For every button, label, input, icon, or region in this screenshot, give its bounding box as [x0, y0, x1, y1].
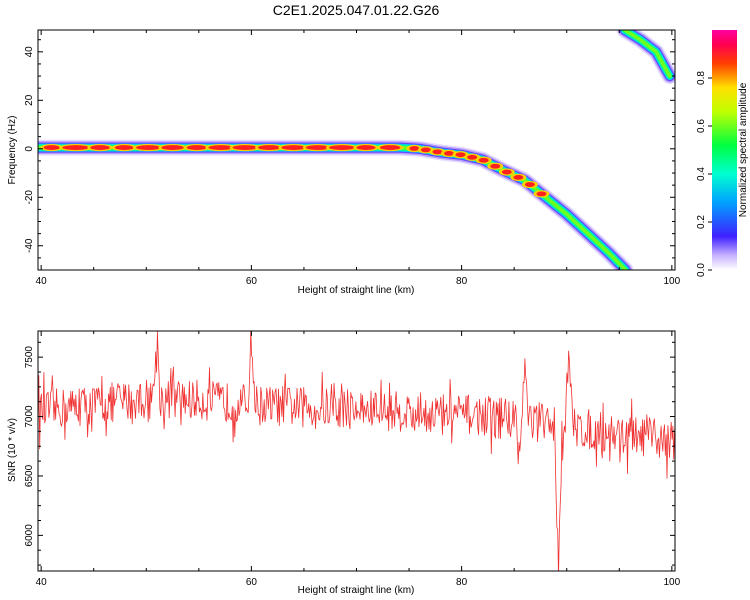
- spectrogram-peak: [478, 157, 489, 163]
- x-tick-label: 100: [664, 276, 681, 287]
- spectrogram-peak: [281, 145, 306, 150]
- spectrogram-peak: [90, 145, 110, 150]
- y-tick-label: 6500: [24, 464, 35, 487]
- spectrogram-peak: [257, 145, 281, 150]
- figure-title: C2E1.2025.047.01.22.G26: [273, 2, 440, 18]
- spectrogram-peak: [186, 145, 207, 150]
- snr-ylabel: SNR (10 * v/v): [7, 418, 18, 482]
- x-tick-label: 80: [456, 276, 468, 287]
- y-tick-label: 7000: [24, 405, 35, 428]
- spectrogram-peak: [467, 154, 478, 160]
- spectrogram-peak: [444, 150, 455, 156]
- x-tick-label: 40: [36, 577, 48, 588]
- x-tick-label: 100: [664, 577, 681, 588]
- y-tick-label: 20: [24, 94, 35, 106]
- spectrogram-ridge-band: [622, 30, 672, 78]
- spectrogram-xlabel: Height of straight line (km): [298, 285, 415, 296]
- spectrogram-peak: [513, 174, 524, 180]
- spectrogram-peak: [524, 182, 535, 187]
- spectrogram-peak: [208, 145, 234, 150]
- spectrogram-peak: [501, 169, 512, 175]
- snr-panel: 40 60 80 100 6000 6500 7000 7500 Height of stra…: [7, 330, 681, 596]
- y-tick-label: 40: [24, 46, 35, 58]
- spectrogram-peak: [420, 147, 431, 153]
- spectrogram-peak: [114, 145, 134, 150]
- spectrogram-peak: [409, 146, 420, 151]
- colorbar-tick-label: 0.4: [696, 167, 707, 181]
- snr-series-line: [38, 331, 675, 571]
- x-tick-label: 80: [456, 577, 468, 588]
- spectrogram-peak: [432, 149, 443, 155]
- spectrogram-peak: [161, 145, 184, 150]
- spectrogram-peak: [379, 145, 401, 150]
- spectrogram-ridge: [38, 30, 675, 270]
- spectrogram-peak: [490, 163, 501, 169]
- spectrogram-peak: [305, 145, 330, 150]
- colorbar-gradient: [712, 30, 737, 270]
- y-tick-label: 7500: [24, 346, 35, 369]
- snr-plot-area: [38, 331, 675, 571]
- spectrogram-peak: [43, 145, 60, 150]
- colorbar-label: Normalized spectral amplitude: [738, 82, 749, 217]
- snr-xlabel: Height of straight line (km): [298, 585, 415, 596]
- colorbar-tick-label: 0.2: [696, 215, 707, 229]
- y-tick-label: -20: [24, 190, 35, 205]
- spectrogram-ylabel: Frequency (Hz): [7, 116, 18, 185]
- spectrogram-peak: [356, 145, 376, 150]
- colorbar-tick-label: 0.6: [696, 119, 707, 133]
- spectrogram-peak: [328, 145, 355, 150]
- spectrogram-peak: [455, 152, 466, 158]
- y-tick-label: 0: [24, 146, 35, 152]
- colorbar-tick-label: 0.0: [696, 263, 707, 277]
- spectrogram-peak: [232, 145, 258, 150]
- spectrogram-panel: 40 60 80 100 -40 -20 0 20 40 Height of straight …: [7, 29, 681, 296]
- colorbar: 0.0 0.2 0.4 0.6 0.8 Normalized spectral ampl…: [696, 30, 749, 277]
- x-tick-label: 60: [246, 577, 258, 588]
- spectrogram-peak: [135, 145, 161, 150]
- y-tick-label: -40: [24, 238, 35, 253]
- colorbar-tick-label: 0.8: [696, 71, 707, 85]
- x-tick-label: 60: [246, 276, 258, 287]
- spectrogram-peak: [536, 191, 547, 197]
- spectrogram-peak: [62, 145, 90, 150]
- x-tick-label: 40: [36, 276, 48, 287]
- y-tick-label: 6000: [24, 524, 35, 547]
